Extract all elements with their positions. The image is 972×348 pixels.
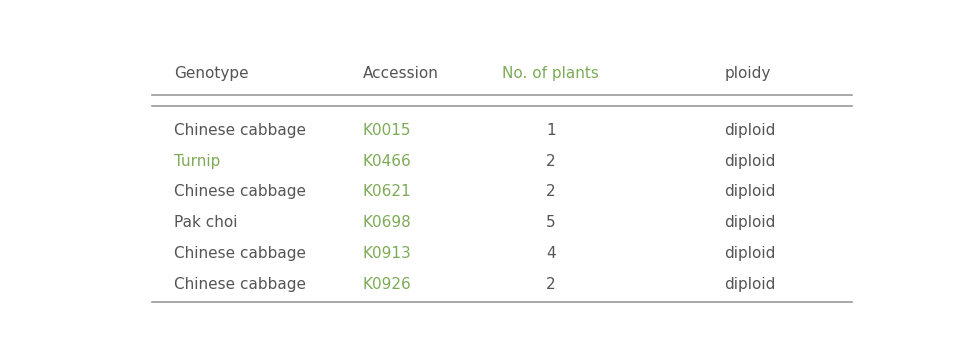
Text: K0698: K0698 [363, 215, 411, 230]
Text: K0913: K0913 [363, 246, 411, 261]
Text: Chinese cabbage: Chinese cabbage [174, 277, 306, 292]
Text: Pak choi: Pak choi [174, 215, 238, 230]
Text: 1: 1 [546, 123, 556, 138]
Text: 2: 2 [546, 153, 556, 168]
Text: 2: 2 [546, 184, 556, 199]
Text: Genotype: Genotype [174, 66, 249, 81]
Text: diploid: diploid [724, 153, 776, 168]
Text: 4: 4 [546, 246, 556, 261]
Text: ploidy: ploidy [724, 66, 771, 81]
Text: diploid: diploid [724, 123, 776, 138]
Text: K0926: K0926 [363, 277, 411, 292]
Text: diploid: diploid [724, 184, 776, 199]
Text: No. of plants: No. of plants [503, 66, 600, 81]
Text: Turnip: Turnip [174, 153, 221, 168]
Text: diploid: diploid [724, 215, 776, 230]
Text: Chinese cabbage: Chinese cabbage [174, 123, 306, 138]
Text: diploid: diploid [724, 277, 776, 292]
Text: K0621: K0621 [363, 184, 411, 199]
Text: diploid: diploid [724, 246, 776, 261]
Text: 2: 2 [546, 277, 556, 292]
Text: Chinese cabbage: Chinese cabbage [174, 246, 306, 261]
Text: Accession: Accession [363, 66, 438, 81]
Text: K0015: K0015 [363, 123, 411, 138]
Text: 5: 5 [546, 215, 556, 230]
Text: K0466: K0466 [363, 153, 411, 168]
Text: Chinese cabbage: Chinese cabbage [174, 184, 306, 199]
